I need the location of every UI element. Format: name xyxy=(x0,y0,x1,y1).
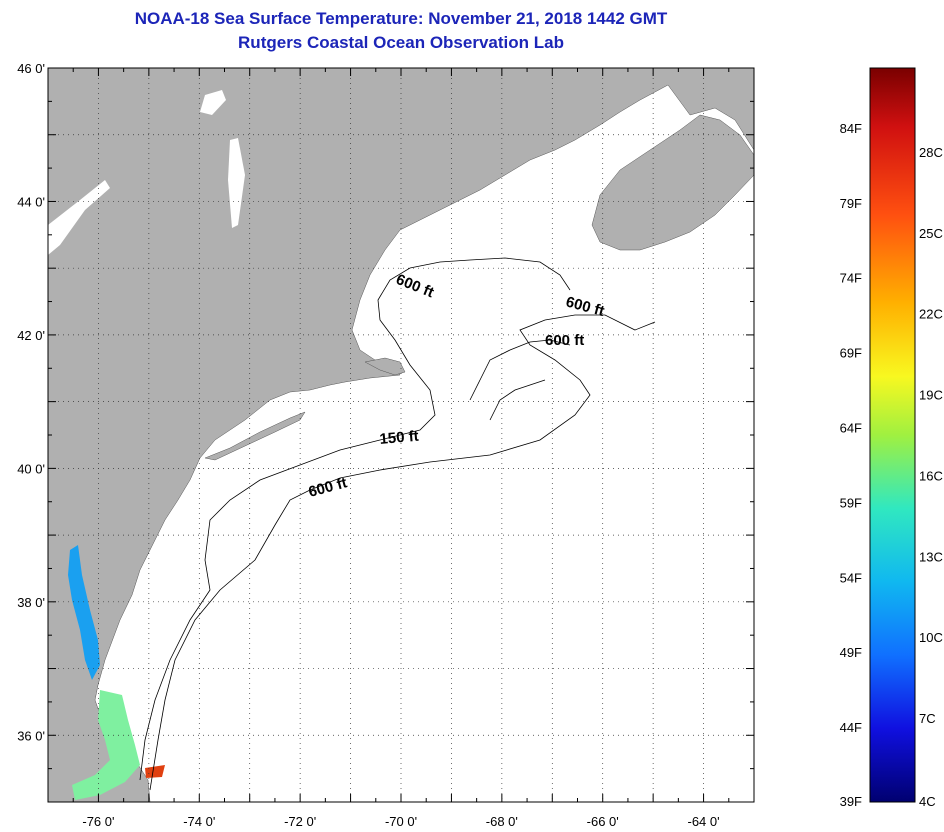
lon-tick-label: -72 0' xyxy=(284,814,316,829)
lake xyxy=(48,180,110,255)
lat-tick-label: 44 0' xyxy=(17,194,45,209)
lat-tick-label: 36 0' xyxy=(17,728,45,743)
colorbar-f-label: 64F xyxy=(840,421,862,436)
contour-label: 600 ft xyxy=(545,332,584,349)
colorbar-f-label: 39F xyxy=(840,794,862,809)
lon-tick-label: -74 0' xyxy=(183,814,215,829)
colorbar-c-label: 28C xyxy=(919,145,943,160)
colorbar-c-label: 25C xyxy=(919,226,943,241)
colorbar-f-label: 74F xyxy=(840,271,862,286)
lake xyxy=(228,138,245,228)
lat-tick-label: 38 0' xyxy=(17,595,45,610)
colorbar-f-label: 79F xyxy=(840,196,862,211)
colorbar-c-label: 7C xyxy=(919,711,936,726)
gulf-stream-sst xyxy=(145,765,165,778)
colorbar-c-label: 10C xyxy=(919,630,943,645)
land-long-island xyxy=(204,411,306,461)
bathymetry-contours xyxy=(139,257,656,791)
colorbar-f-label: 84F xyxy=(840,121,862,136)
colorbar-c-label: 16C xyxy=(919,468,943,483)
lake xyxy=(200,90,226,115)
colorbar-f-label: 54F xyxy=(840,570,862,585)
lon-tick-label: -64 0' xyxy=(688,814,720,829)
lon-tick-label: -66 0' xyxy=(587,814,619,829)
lat-tick-label: 42 0' xyxy=(17,328,45,343)
land-cape-cod xyxy=(364,357,406,376)
chesapeake-bay xyxy=(68,545,100,680)
pamlico-sst xyxy=(72,690,140,800)
lat-tick-label: 46 0' xyxy=(17,61,45,76)
colorbar-c-label: 22C xyxy=(919,307,943,322)
colorbar-c-label: 4C xyxy=(919,794,936,809)
lon-tick-label: -68 0' xyxy=(486,814,518,829)
colorbar xyxy=(869,67,916,803)
contour-label: 150 ft xyxy=(379,428,420,448)
lat-tick-label: 40 0' xyxy=(17,461,45,476)
colorbar-c-label: 13C xyxy=(919,549,943,564)
colorbar-f-label: 49F xyxy=(840,645,862,660)
map-title: NOAA-18 Sea Surface Temperature: Novembe… xyxy=(134,9,668,28)
colorbar-f-label: 59F xyxy=(840,495,862,510)
map-subtitle: Rutgers Coastal Ocean Observation Lab xyxy=(238,33,564,52)
colorbar-f-label: 69F xyxy=(840,346,862,361)
lon-tick-label: -70 0' xyxy=(385,814,417,829)
colorbar-f-label: 44F xyxy=(840,720,862,735)
colorbar-c-label: 19C xyxy=(919,388,943,403)
lon-tick-label: -76 0' xyxy=(82,814,114,829)
land-mainland xyxy=(48,68,754,802)
land-nova-scotia xyxy=(591,114,754,251)
